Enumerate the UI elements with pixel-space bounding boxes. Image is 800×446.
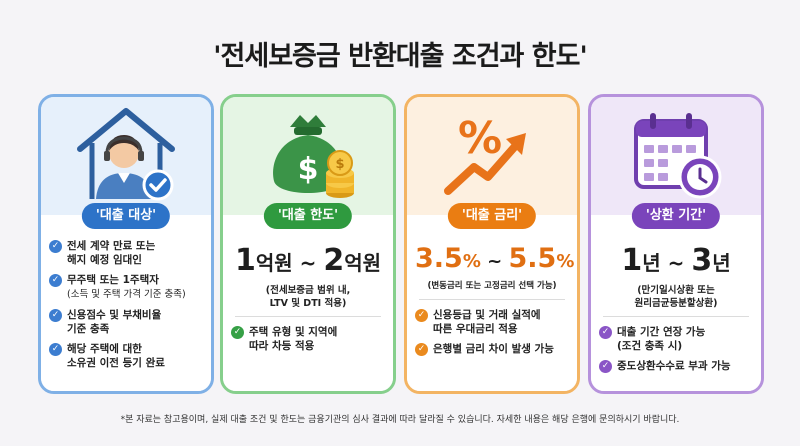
divider	[235, 316, 381, 317]
list-item: ✓ 무주택 또는 1주택자 (소득 및 주택 가격 기준 충족)	[49, 273, 203, 302]
checklist: ✓ 주택 유형 및 지역에 따라 차등 적용	[231, 325, 385, 353]
check-icon: ✓	[49, 343, 62, 356]
check-icon: ✓	[599, 360, 612, 373]
list-item: ✓ 신용점수 및 부채비율 기준 충족	[49, 308, 203, 336]
check-icon: ✓	[49, 274, 62, 287]
check-icon: ✓	[49, 309, 62, 322]
badge-loan-eligibility: '대출 대상'	[81, 203, 171, 229]
calendar-clock-icon	[591, 103, 761, 203]
list-item: ✓ 전세 계약 만료 또는 해지 예정 임대인	[49, 239, 203, 267]
card-repayment-period: '상환 기간' 1년 ~ 3년 (만기일시상환 또는 원리금균등분할상환) ✓ 대출…	[588, 94, 764, 394]
card-header-area	[591, 97, 761, 215]
check-icon: ✓	[49, 240, 62, 253]
card-loan-limit: $ $ '대출 한도' 1억원 ~ 2억원 (전세보증금 범위 내, LTV 및 …	[220, 94, 396, 394]
interest-note: (변동금리 또는 고정금리 선택 가능)	[427, 281, 557, 291]
card-header-area: %	[407, 97, 577, 215]
check-icon: ✓	[415, 343, 428, 356]
badge-loan-interest: '대출 금리'	[447, 203, 537, 229]
period-range: 1년 ~ 3년	[621, 243, 731, 278]
divider	[419, 299, 565, 300]
list-item: ✓ 은행별 금리 차이 발생 가능	[415, 342, 569, 356]
checklist: ✓ 대출 기간 연장 가능 (조건 충족 시) ✓ 중도상환수수료 부과 가능	[599, 325, 753, 373]
check-icon: ✓	[231, 326, 244, 339]
checklist: ✓ 신용등급 및 거래 실적에 따른 우대금리 적용 ✓ 은행별 금리 차이 발생 가…	[415, 308, 569, 356]
period-note: (만기일시상환 또는 원리금균등분할상환)	[634, 285, 718, 309]
limit-range: 1억원 ~ 2억원	[234, 243, 382, 278]
card-header-area	[41, 97, 211, 215]
divider	[603, 316, 749, 317]
svg-text:%: %	[458, 113, 502, 164]
checklist: ✓ 전세 계약 만료 또는 해지 예정 임대인 ✓ 무주택 또는 1주택자 (소득 및 …	[49, 239, 203, 370]
page-title: '전세보증금 반환대출 조건과 한도'	[213, 41, 588, 72]
card-body: 1억원 ~ 2억원 (전세보증금 범위 내, LTV 및 DTI 적용) ✓ 주택 …	[223, 215, 393, 391]
check-icon: ✓	[599, 326, 612, 339]
list-item: ✓ 해당 주택에 대한 소유권 이전 등기 완료	[49, 342, 203, 370]
check-icon: ✓	[415, 309, 428, 322]
list-item: ✓ 주택 유형 및 지역에 따라 차등 적용	[231, 325, 385, 353]
card-header-area: $ $	[223, 97, 393, 215]
list-item: ✓ 대출 기간 연장 가능 (조건 충족 시)	[599, 325, 753, 353]
limit-note: (전세보증금 범위 내, LTV 및 DTI 적용)	[265, 285, 351, 309]
card-body: 3.5% ~ 5.5% (변동금리 또는 고정금리 선택 가능) ✓ 신용등급 및…	[407, 215, 577, 391]
card-body: ✓ 전세 계약 만료 또는 해지 예정 임대인 ✓ 무주택 또는 1주택자 (소득 및 …	[41, 215, 211, 391]
footnote: *본 자료는 참고용이며, 실제 대출 조건 및 한도는 금융기관의 심사 결과…	[120, 415, 680, 425]
percent-trend-arrow-icon: %	[407, 103, 577, 203]
list-item: ✓ 중도상환수수료 부과 가능	[599, 359, 753, 373]
money-bag-coins-icon: $ $	[223, 103, 393, 203]
card-loan-interest: % '대출 금리' 3.5% ~ 5.5% (변동금리 또는 고정금리 선택 가…	[404, 94, 580, 394]
badge-repayment-period: '상환 기간'	[631, 203, 721, 229]
card-loan-eligibility: '대출 대상' ✓ 전세 계약 만료 또는 해지 예정 임대인 ✓ 무주택 또는 1주…	[38, 94, 214, 394]
card-body: 1년 ~ 3년 (만기일시상환 또는 원리금균등분할상환) ✓ 대출 기간 연장 가…	[591, 215, 761, 391]
house-person-check-icon	[41, 103, 211, 203]
badge-loan-limit: '대출 한도'	[263, 203, 353, 229]
list-item: ✓ 신용등급 및 거래 실적에 따른 우대금리 적용	[415, 308, 569, 336]
svg-text:$: $	[335, 157, 344, 172]
svg-text:$: $	[298, 152, 319, 187]
interest-range: 3.5% ~ 5.5%	[415, 243, 575, 274]
